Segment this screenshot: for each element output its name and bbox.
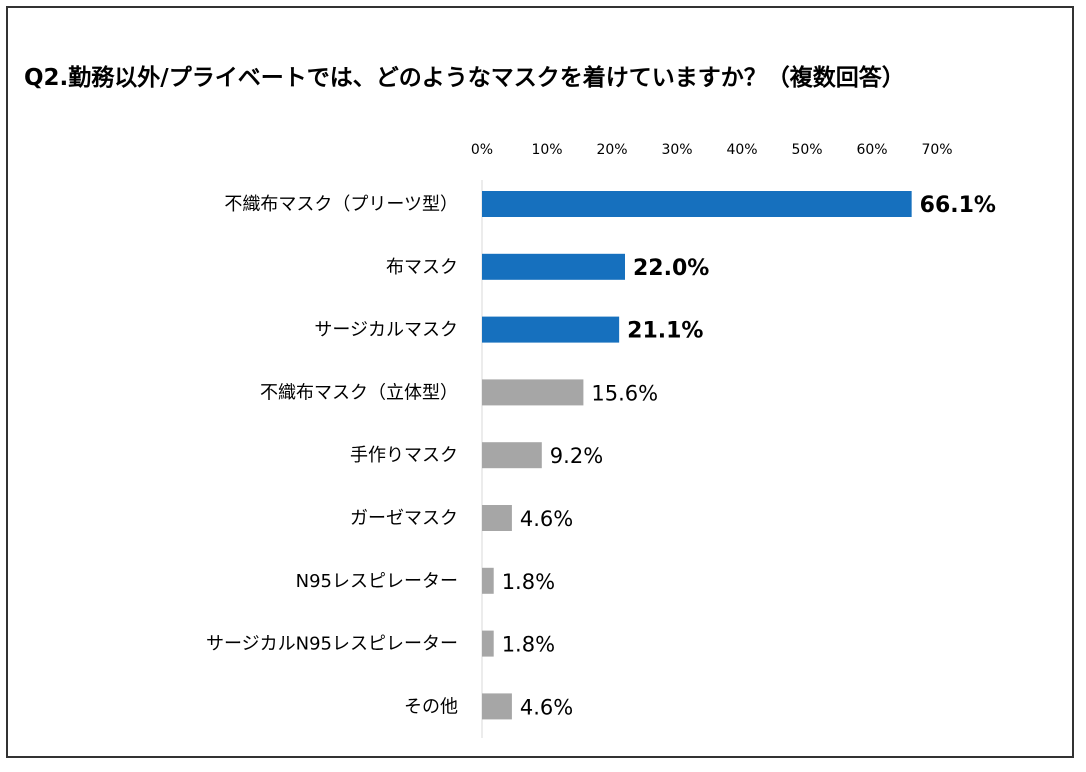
category-label: サージカルN95レスピレーター	[206, 634, 458, 655]
x-tick-label: 10%	[531, 142, 562, 158]
value-label: 4.6%	[520, 507, 573, 531]
category-label: 不織布マスク（プリーツ型）	[224, 194, 458, 215]
value-label: 21.1%	[627, 319, 703, 344]
x-tick-label: 0%	[471, 142, 493, 158]
x-tick-label: 40%	[726, 142, 757, 158]
bar	[482, 567, 494, 594]
bar	[482, 693, 512, 720]
bar	[482, 379, 584, 406]
x-tick-label: 50%	[791, 142, 822, 158]
chart-title: Q2.勤務以外/プライベートでは、どのようなマスクを着けていますか？（複数回答）	[24, 65, 905, 91]
bar	[482, 630, 494, 657]
category-label: 手作りマスク	[350, 445, 458, 466]
category-label: N95レスピレーター	[296, 571, 458, 592]
value-label: 4.6%	[520, 695, 573, 719]
bar	[482, 505, 512, 531]
value-label: 22.0%	[633, 256, 709, 281]
value-label: 15.6%	[591, 381, 658, 405]
x-tick-label: 20%	[596, 142, 627, 158]
value-label: 1.8%	[502, 570, 555, 594]
bar	[482, 316, 620, 343]
category-label: その他	[404, 696, 458, 717]
category-label: 不織布マスク（立体型）	[260, 382, 458, 403]
bar	[482, 253, 625, 280]
value-label: 1.8%	[502, 633, 555, 657]
value-label: 66.1%	[920, 193, 996, 218]
bar	[482, 442, 542, 469]
category-label: サージカルマスク	[314, 320, 458, 341]
value-label: 9.2%	[550, 444, 603, 468]
x-tick-label: 70%	[921, 142, 952, 158]
category-label: ガーゼマスク	[350, 508, 458, 529]
category-label: 布マスク	[386, 257, 458, 278]
x-tick-label: 30%	[661, 142, 692, 158]
bar	[482, 191, 912, 217]
x-tick-label: 60%	[856, 142, 887, 158]
